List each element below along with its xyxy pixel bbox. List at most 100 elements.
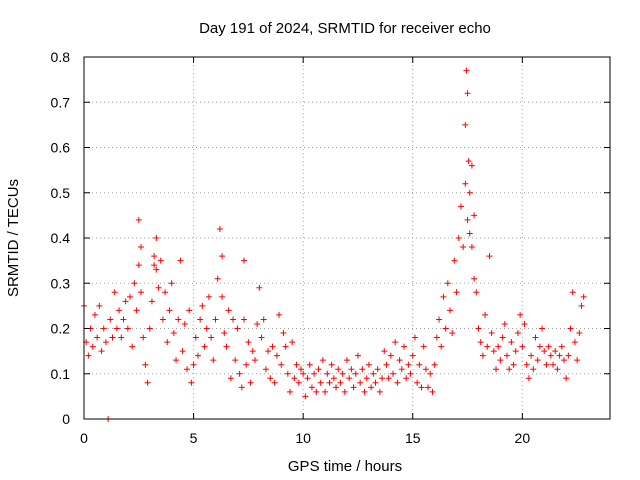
data-point xyxy=(304,375,311,382)
data-point xyxy=(148,298,155,305)
data-point xyxy=(212,316,219,323)
data-point xyxy=(420,343,427,350)
data-point xyxy=(335,366,342,373)
x-axis-label: GPS time / hours xyxy=(288,458,402,475)
data-point xyxy=(247,379,254,386)
data-point xyxy=(173,357,180,364)
data-point xyxy=(137,289,144,296)
data-point xyxy=(348,366,355,373)
data-point xyxy=(85,352,92,359)
data-point xyxy=(383,361,390,368)
data-point xyxy=(238,384,245,391)
data-point xyxy=(144,379,151,386)
data-point xyxy=(455,235,462,241)
data-point xyxy=(265,348,272,355)
data-point xyxy=(510,361,517,368)
data-point xyxy=(254,320,261,327)
data-point xyxy=(361,388,368,395)
data-point xyxy=(262,366,269,373)
data-point xyxy=(418,384,425,391)
data-point xyxy=(475,325,482,332)
data-point xyxy=(91,311,98,318)
data-point xyxy=(431,361,438,368)
data-point xyxy=(166,307,173,314)
x-tick-label: 10 xyxy=(295,430,311,446)
data-point xyxy=(89,343,96,350)
data-point xyxy=(398,366,405,373)
x-tick-label: 0 xyxy=(80,430,88,446)
data-point xyxy=(372,379,379,386)
data-point xyxy=(188,379,195,386)
data-point xyxy=(468,162,475,169)
data-point xyxy=(153,266,160,273)
data-point xyxy=(216,225,223,232)
data-point xyxy=(162,289,169,296)
data-point xyxy=(400,343,407,350)
data-point xyxy=(319,357,326,364)
data-point xyxy=(177,257,184,264)
data-point xyxy=(486,253,493,260)
data-point xyxy=(96,302,103,309)
data-point xyxy=(451,257,458,264)
data-point xyxy=(219,253,226,260)
data-point xyxy=(427,370,434,377)
data-point xyxy=(464,216,471,223)
y-tick-label: 0.5 xyxy=(51,185,71,201)
data-point xyxy=(133,307,140,314)
y-tick-label: 0.3 xyxy=(51,275,71,291)
data-point xyxy=(532,334,539,341)
data-point xyxy=(324,370,331,377)
data-point xyxy=(113,325,120,332)
data-point xyxy=(488,330,495,337)
data-point xyxy=(473,289,480,296)
data-point xyxy=(530,366,537,373)
data-point xyxy=(221,330,228,337)
data-point xyxy=(157,257,164,264)
data-point xyxy=(140,334,147,341)
data-point xyxy=(282,343,289,350)
data-point xyxy=(539,325,546,332)
data-point xyxy=(497,357,504,364)
data-point xyxy=(422,366,429,373)
data-point xyxy=(186,307,193,314)
data-point xyxy=(225,307,232,314)
data-point xyxy=(376,388,383,395)
data-point xyxy=(411,334,418,341)
data-point xyxy=(240,316,247,323)
data-point xyxy=(354,352,361,359)
data-point xyxy=(438,343,445,350)
data-point xyxy=(120,316,127,323)
data-point xyxy=(453,289,460,296)
data-point xyxy=(490,348,497,355)
data-point xyxy=(558,343,565,350)
data-point xyxy=(442,325,449,332)
data-point xyxy=(203,325,210,332)
data-point xyxy=(300,370,307,377)
data-point xyxy=(94,334,101,341)
data-point xyxy=(477,339,484,346)
data-point xyxy=(484,343,491,350)
data-point xyxy=(512,348,519,355)
data-point xyxy=(151,262,158,269)
data-point xyxy=(379,375,386,382)
data-point xyxy=(392,339,399,346)
data-point xyxy=(567,325,574,332)
data-point xyxy=(447,307,454,314)
data-point xyxy=(503,352,510,359)
data-point xyxy=(192,334,199,341)
data-point xyxy=(291,375,298,382)
data-point xyxy=(460,244,467,251)
y-tick-label: 0.7 xyxy=(51,94,71,110)
y-tick-label: 0.2 xyxy=(51,321,71,337)
data-point xyxy=(482,311,489,318)
data-point xyxy=(249,348,256,355)
data-point xyxy=(466,230,473,237)
data-point xyxy=(365,361,372,368)
data-point xyxy=(333,384,340,391)
data-point xyxy=(337,379,344,386)
data-point xyxy=(251,357,258,364)
data-point xyxy=(100,325,107,332)
data-point xyxy=(350,384,357,391)
data-point xyxy=(153,235,160,241)
